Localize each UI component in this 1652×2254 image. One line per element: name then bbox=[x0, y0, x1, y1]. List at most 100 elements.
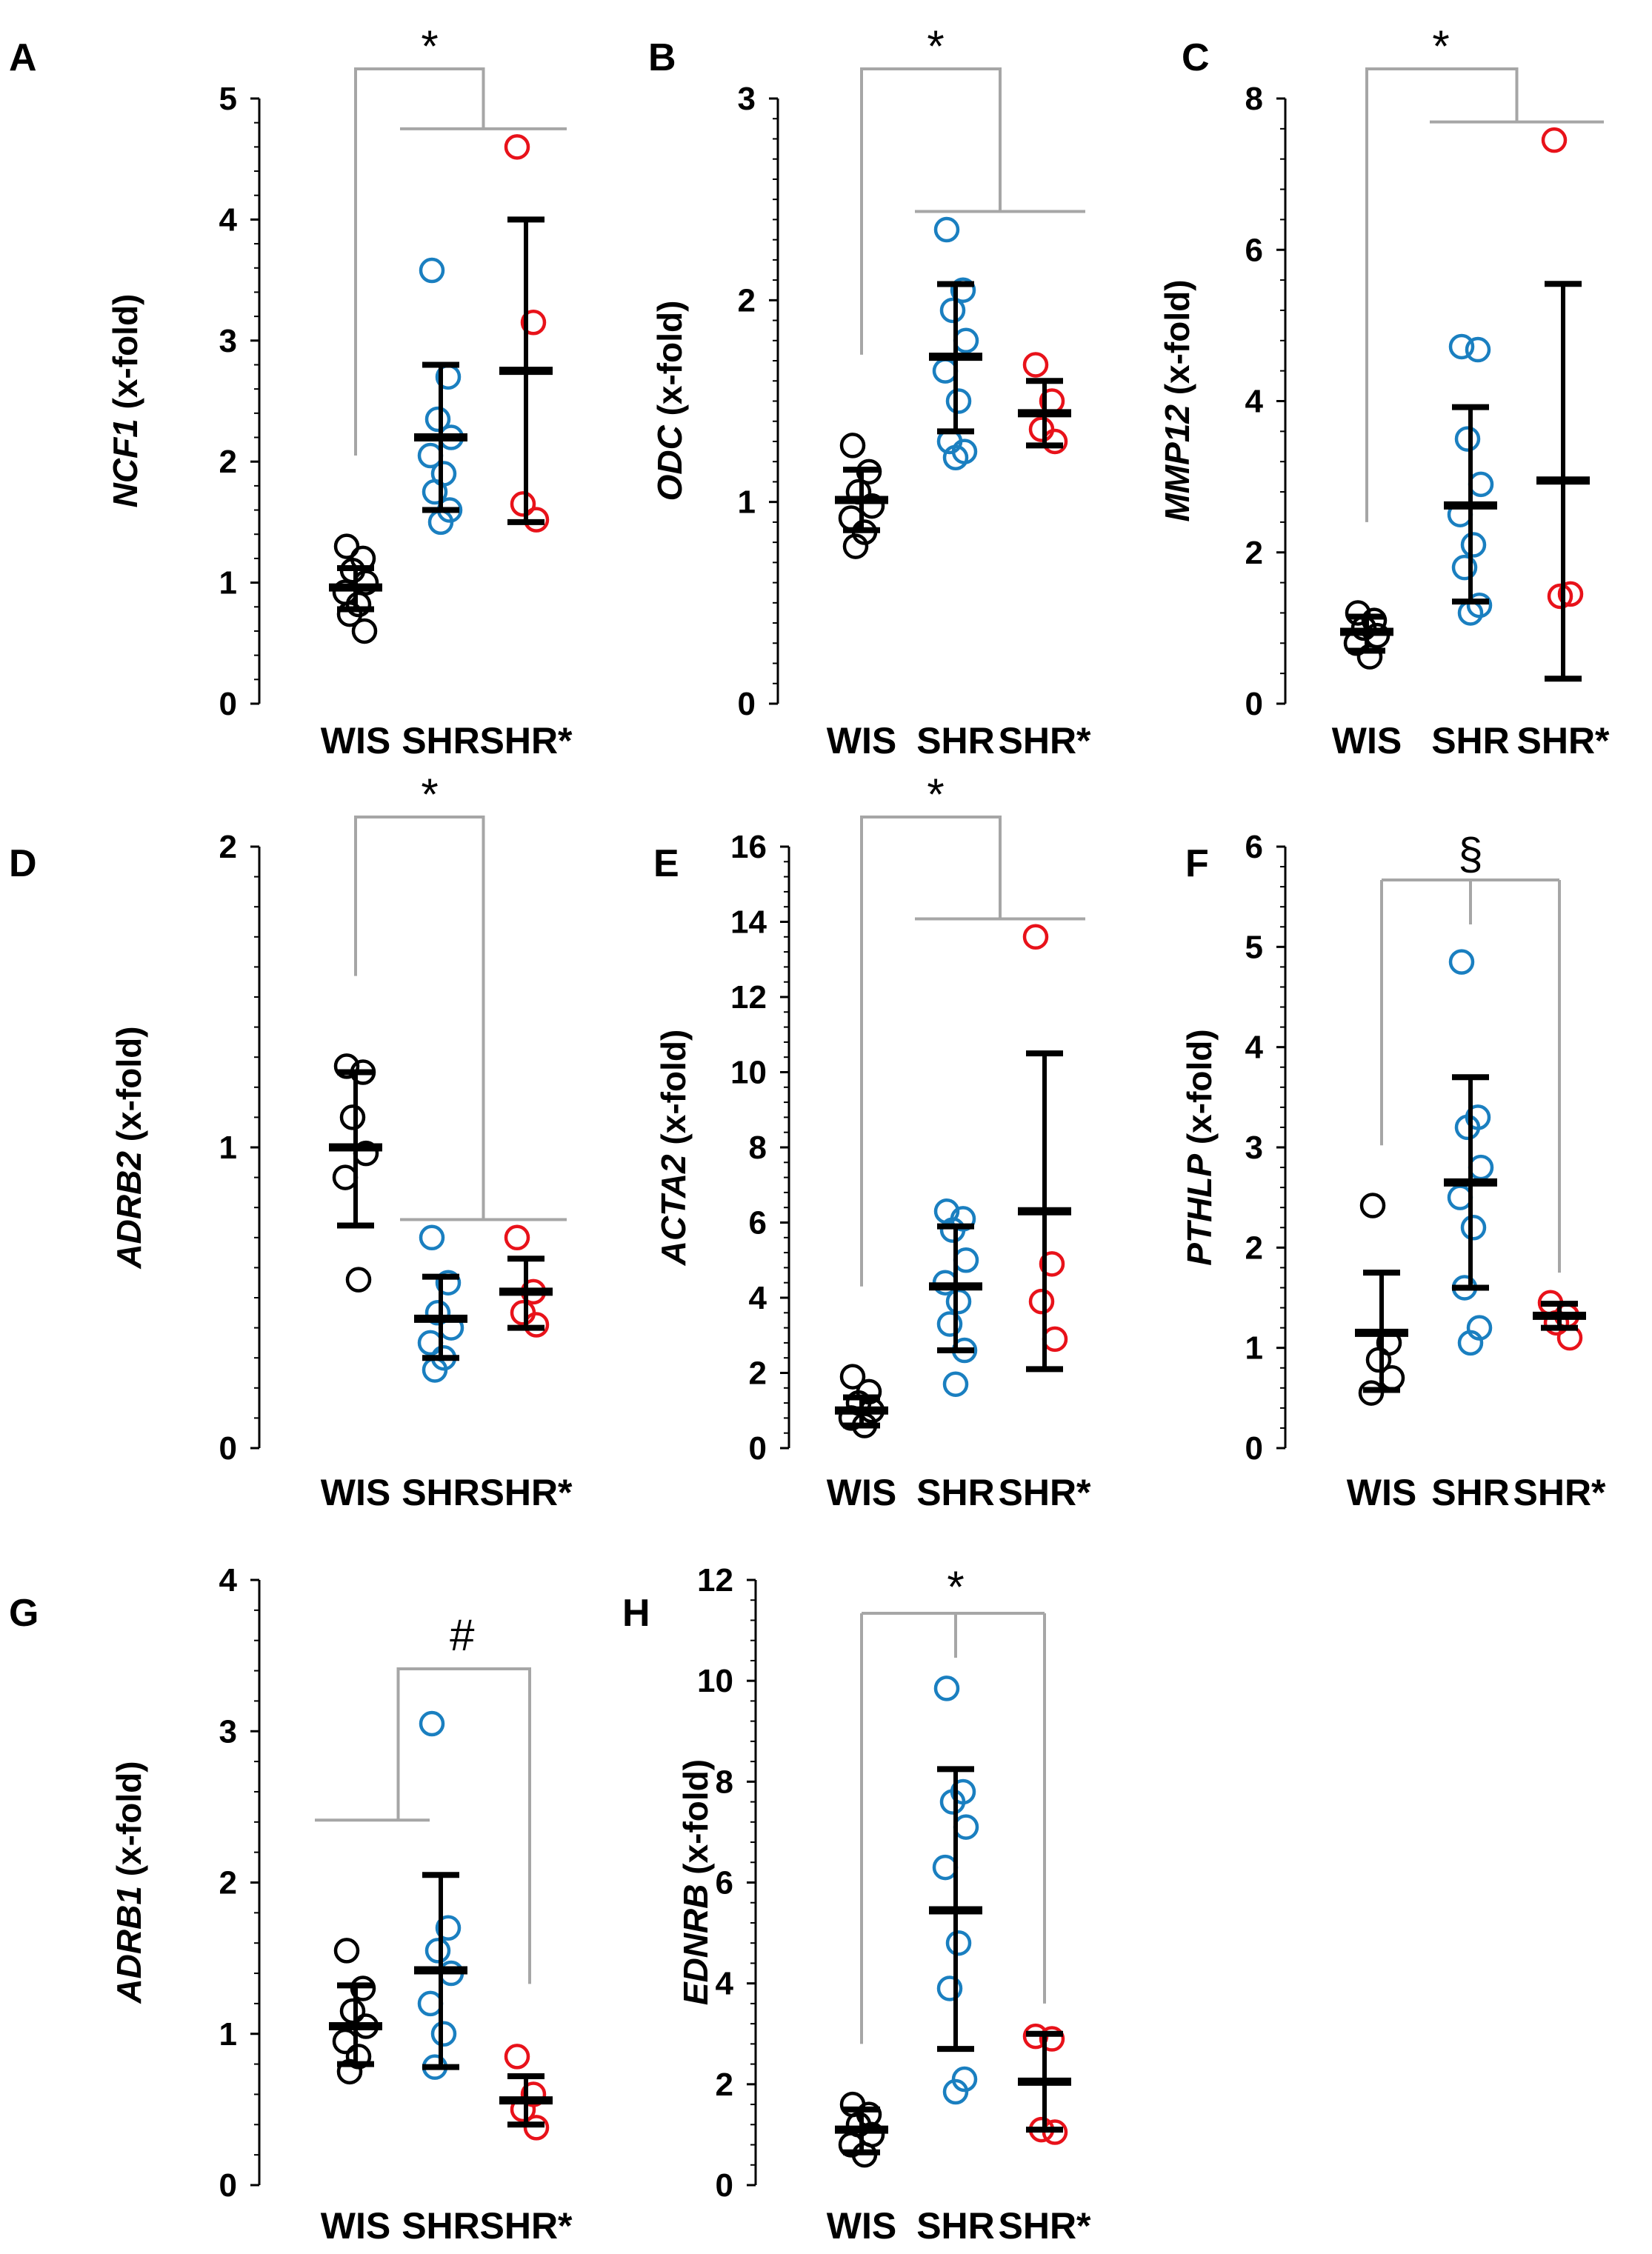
y-tick-label: 4 bbox=[716, 1966, 734, 2002]
gene-name: NCF1 bbox=[106, 419, 144, 507]
data-point bbox=[933, 216, 960, 243]
panel-letter: H bbox=[622, 1592, 650, 1635]
category-label: SHR bbox=[402, 2205, 480, 2247]
category-label: SHR bbox=[916, 1472, 995, 1513]
y-tick-label: 0 bbox=[219, 686, 237, 722]
category-label: SHR bbox=[402, 720, 480, 761]
data-point bbox=[1028, 416, 1055, 442]
data-point bbox=[417, 1990, 444, 2017]
y-tick-label: 16 bbox=[730, 829, 767, 865]
series-shr-star bbox=[499, 1224, 553, 1338]
series-wis bbox=[329, 1053, 382, 1293]
y-tick-label: 0 bbox=[219, 2167, 237, 2204]
data-point bbox=[1454, 426, 1481, 452]
gene-name: MMP12 bbox=[1158, 404, 1196, 522]
significance-marker: # bbox=[450, 1610, 475, 1660]
category-label: SHR bbox=[402, 1472, 480, 1513]
panel-b: B 0 1 2 3 ODC (x-fold) WIS SHR SHR* * bbox=[648, 21, 1091, 761]
series-wis bbox=[329, 1938, 382, 2085]
panel-g: G 0 1 2 3 4 ADRB1 (x-fold) WIS SHR SHR* # bbox=[9, 1562, 573, 2247]
significance-bracket bbox=[860, 1612, 1046, 2044]
y-axis-label: ADRB1 (x-fold) bbox=[110, 1761, 148, 2004]
data-point bbox=[1358, 1380, 1385, 1406]
category-label: SHR* bbox=[998, 2205, 1091, 2247]
data-point bbox=[942, 1371, 969, 1397]
y-tick-label: 8 bbox=[749, 1130, 767, 1166]
data-point bbox=[839, 433, 866, 459]
unit-label: (x-fold) bbox=[1158, 279, 1196, 404]
series-wis bbox=[835, 1364, 888, 1438]
data-point bbox=[332, 1164, 359, 1190]
data-point bbox=[838, 505, 865, 531]
series-shr bbox=[414, 1710, 467, 2080]
gene-name: PTHLP bbox=[1180, 1154, 1219, 1266]
bracket-line bbox=[860, 816, 1002, 1287]
data-point bbox=[1468, 471, 1494, 498]
panel-letter: F bbox=[1185, 842, 1209, 885]
data-point bbox=[504, 134, 530, 160]
data-point bbox=[430, 2021, 457, 2047]
category-label: SHR* bbox=[1513, 1472, 1606, 1513]
data-point bbox=[1365, 1347, 1392, 1373]
data-point bbox=[504, 2044, 530, 2070]
data-point bbox=[939, 297, 966, 324]
data-point bbox=[336, 2058, 363, 2085]
data-point bbox=[1039, 2026, 1065, 2052]
category-label: WIS bbox=[1332, 720, 1402, 761]
series-shr-star bbox=[1018, 2023, 1071, 2145]
data-point bbox=[1356, 644, 1383, 670]
data-point bbox=[520, 310, 547, 336]
data-point bbox=[1557, 581, 1584, 607]
y-tick-label: 5 bbox=[219, 81, 237, 117]
series-shr-star bbox=[1018, 924, 1071, 1373]
series-shr bbox=[1444, 949, 1497, 1356]
data-point bbox=[1359, 1193, 1386, 1218]
y-tick-label: 2 bbox=[749, 1356, 767, 1392]
data-point bbox=[932, 1854, 959, 1881]
y-tick-label: 6 bbox=[716, 1865, 733, 1901]
data-point bbox=[1460, 1215, 1487, 1241]
significance-bracket bbox=[1380, 878, 1561, 1273]
significance-bracket bbox=[860, 816, 1085, 1287]
y-tick-label: 10 bbox=[697, 1663, 733, 1699]
data-point bbox=[435, 1915, 462, 1941]
data-point bbox=[332, 2028, 359, 2055]
data-point bbox=[1547, 583, 1573, 610]
significance-bracket bbox=[354, 816, 567, 1221]
data-point bbox=[345, 1267, 372, 1293]
data-point bbox=[1447, 1184, 1473, 1210]
data-point bbox=[510, 491, 536, 517]
data-point bbox=[945, 1930, 972, 1956]
category-label: SHR bbox=[916, 2205, 995, 2247]
unit-label: (x-fold) bbox=[1180, 1029, 1219, 1154]
y-tick-label: 0 bbox=[219, 1430, 237, 1467]
y-tick-label: 5 bbox=[1245, 929, 1263, 965]
data-point bbox=[1454, 1114, 1481, 1141]
data-point bbox=[1543, 1310, 1570, 1336]
bracket-line bbox=[860, 67, 1002, 355]
y-tick-label: 0 bbox=[716, 2167, 733, 2204]
category-label: SHR* bbox=[479, 720, 573, 761]
y-axis-label: ADRB2 (x-fold) bbox=[110, 1026, 148, 1269]
y-tick-label: 14 bbox=[730, 904, 767, 941]
significance-marker: * bbox=[927, 21, 944, 71]
panel-letter: E bbox=[653, 842, 679, 885]
data-point bbox=[1465, 336, 1491, 363]
data-point bbox=[424, 406, 451, 433]
gene-name: ACTA2 bbox=[654, 1154, 693, 1266]
data-point bbox=[1022, 924, 1049, 950]
data-point bbox=[333, 533, 360, 559]
data-point bbox=[1039, 1251, 1065, 1277]
gene-name: EDNRB bbox=[676, 1884, 715, 2006]
unit-label: (x-fold) bbox=[110, 1761, 148, 1886]
data-point bbox=[932, 358, 959, 384]
bracket-line bbox=[354, 67, 485, 456]
data-point bbox=[945, 1288, 972, 1315]
data-point bbox=[419, 1710, 445, 1737]
series-shr bbox=[929, 1676, 982, 2105]
y-tick-label: 0 bbox=[1245, 1430, 1263, 1467]
category-label: SHR* bbox=[479, 2205, 573, 2247]
y-tick-label: 0 bbox=[738, 686, 756, 722]
y-tick-label: 2 bbox=[219, 829, 237, 865]
data-point bbox=[939, 1217, 966, 1243]
